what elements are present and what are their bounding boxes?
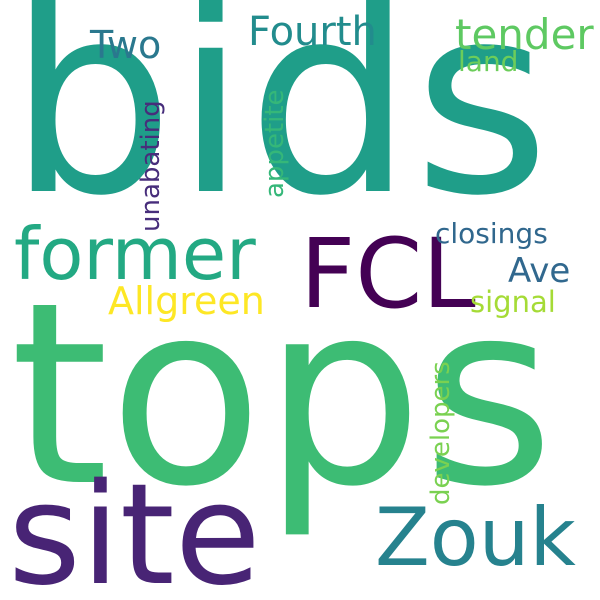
word-appetite: appetite xyxy=(260,89,290,198)
word-developers: developers xyxy=(426,361,456,505)
word-fourth: Fourth xyxy=(248,9,377,55)
word-tops: tops xyxy=(10,249,555,542)
word-zouk: Zouk xyxy=(375,491,576,584)
word-former: former xyxy=(14,212,256,296)
word-signal: signal xyxy=(470,285,556,319)
word-two: Two xyxy=(90,23,162,67)
word-tender: tender xyxy=(455,10,594,59)
word-fcl: FCL xyxy=(300,218,476,330)
word-allgreen: Allgreen xyxy=(108,279,265,323)
word-unabating: unabating xyxy=(136,100,166,232)
word-land: land xyxy=(458,45,519,78)
word-ave: Ave xyxy=(508,251,571,291)
word-closings: closings xyxy=(435,217,548,250)
word-bids: bids xyxy=(8,0,550,253)
word-site: site xyxy=(8,454,261,600)
